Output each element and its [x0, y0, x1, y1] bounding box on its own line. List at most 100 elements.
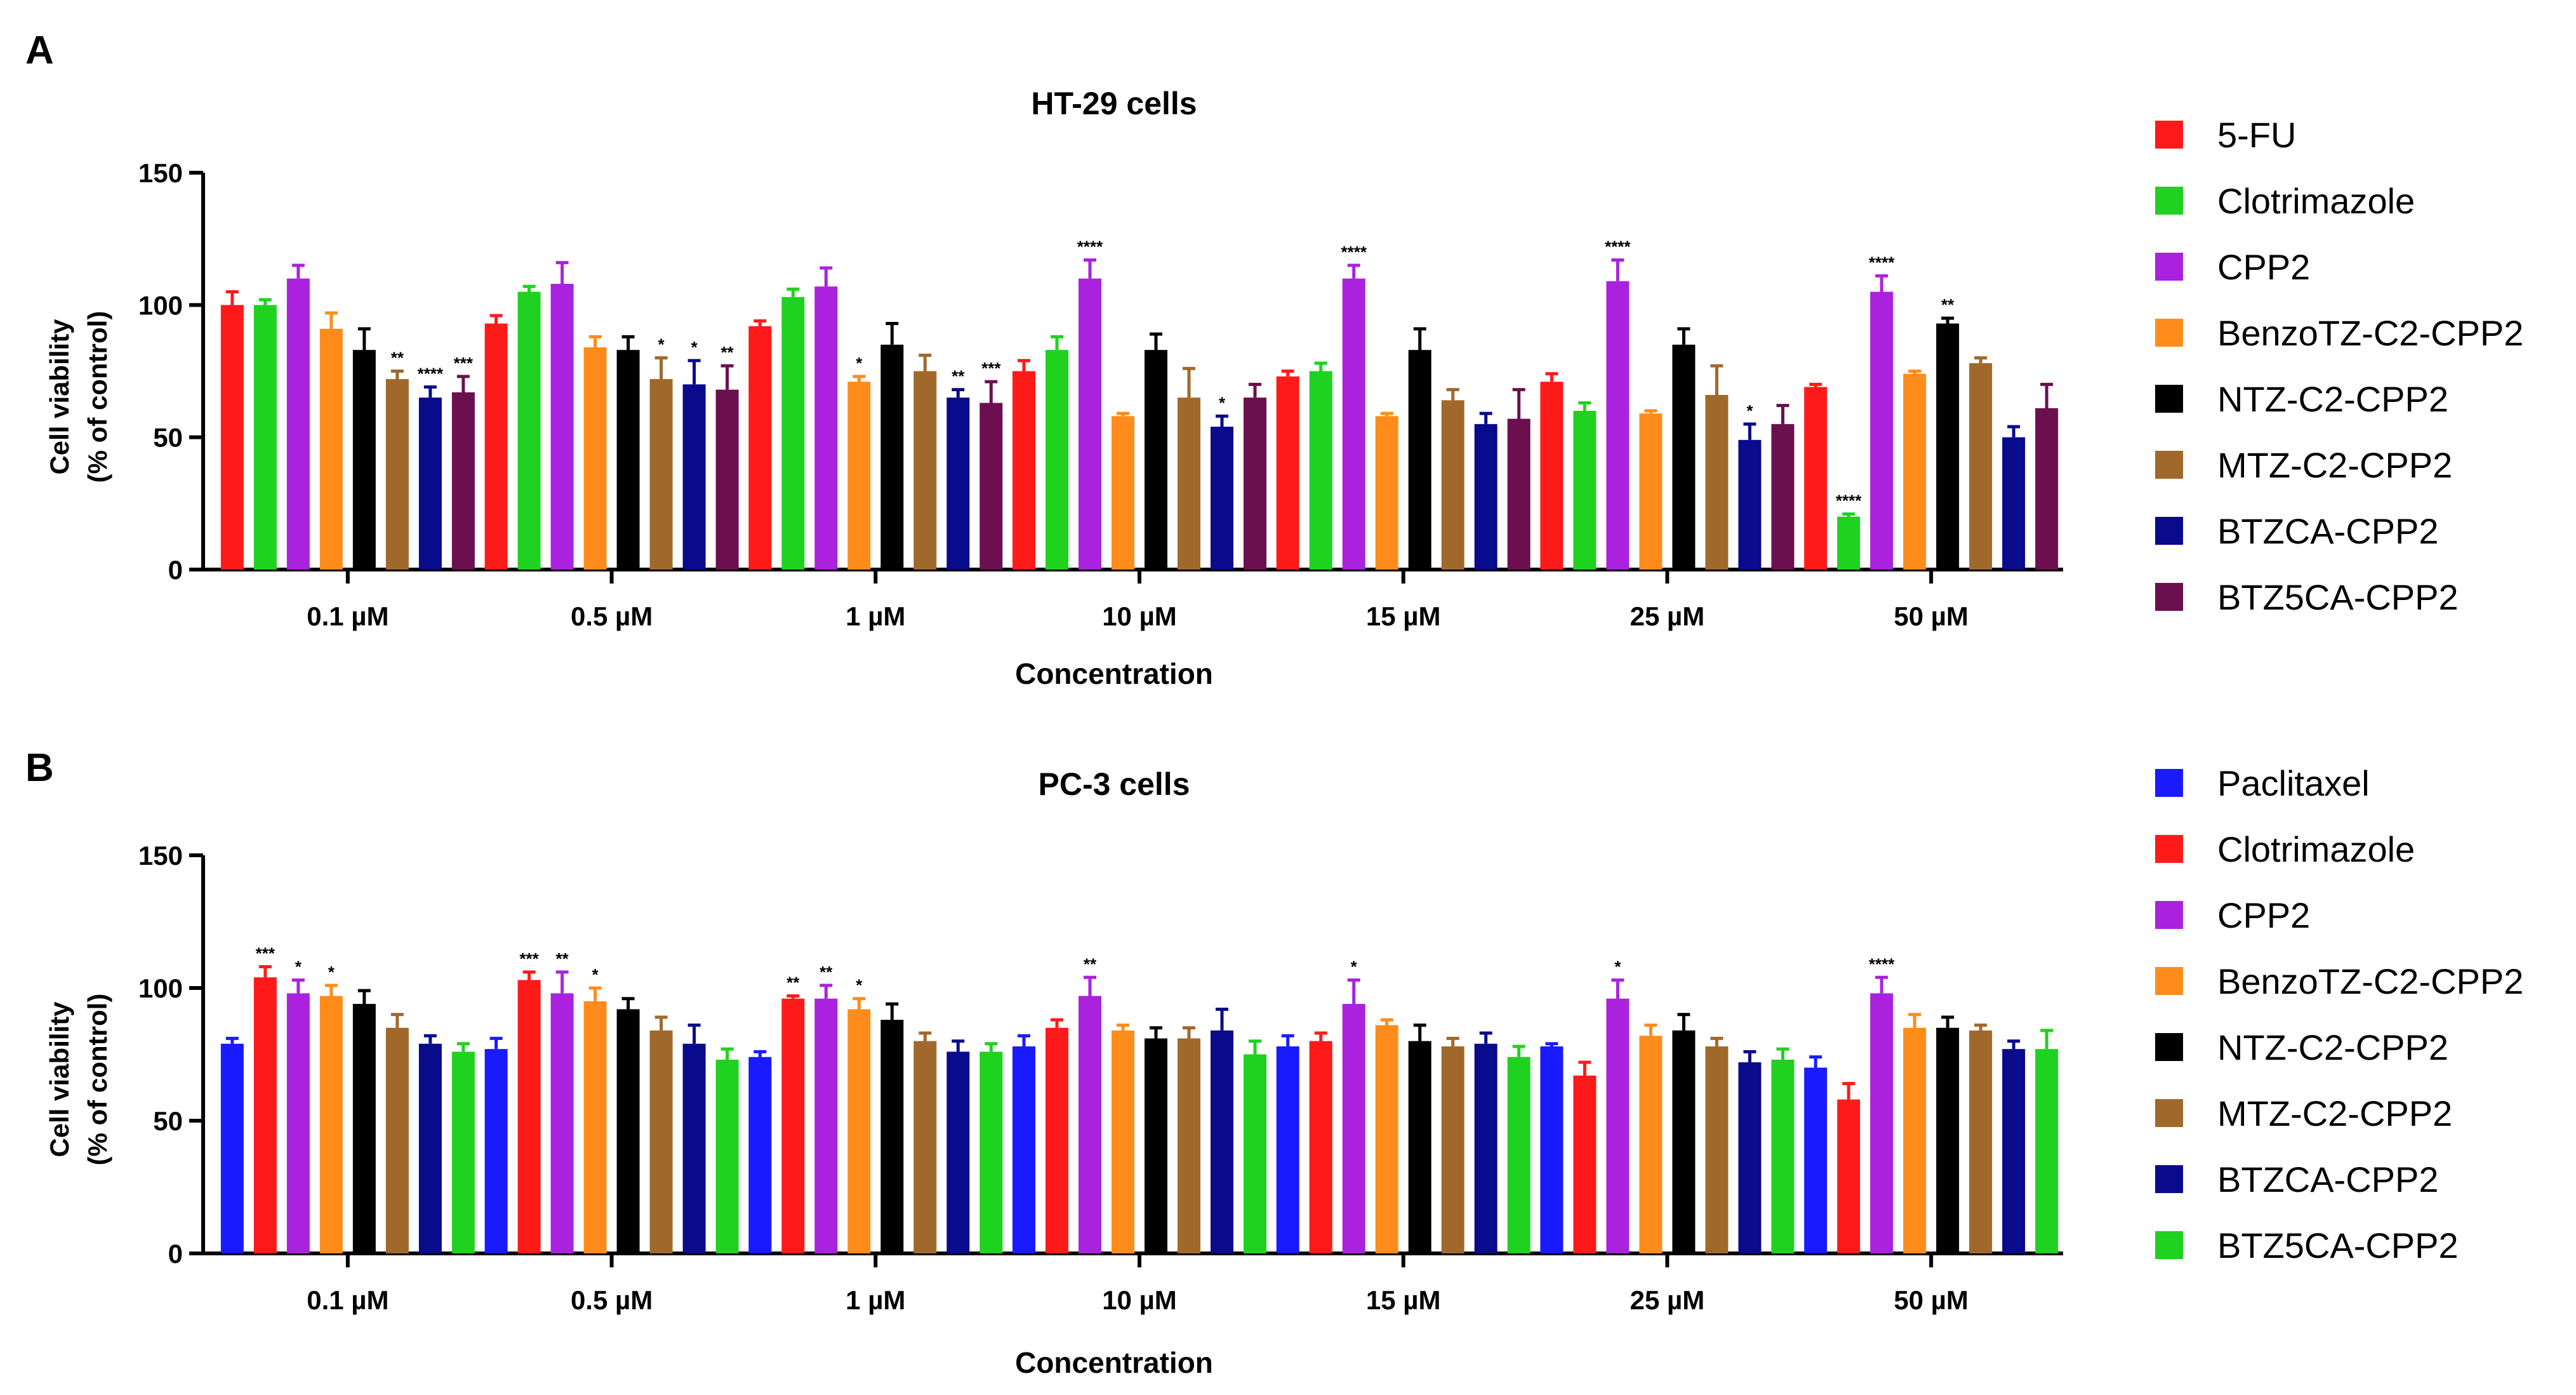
y-axis-label-a-line2: (% of control) — [83, 311, 112, 483]
bar — [847, 1009, 871, 1253]
bar — [1606, 998, 1630, 1253]
y-axis-label-a-line1: Cell viability — [44, 319, 74, 475]
significance-label: *** — [981, 359, 1001, 378]
legend-label: BTZCA-CPP2 — [2217, 511, 2439, 551]
bar — [1408, 350, 1431, 570]
bar — [748, 326, 772, 570]
x-tick-label: 1 µM — [846, 601, 905, 631]
significance-label: **** — [1836, 491, 1862, 511]
bar — [1540, 382, 1564, 570]
significance-label: ** — [952, 367, 965, 386]
significance-label: * — [658, 335, 665, 354]
panel-a: A HT-29 cells Cell viability (% of contr… — [25, 29, 2523, 690]
bar — [352, 350, 376, 570]
bar — [220, 1043, 244, 1253]
legend-swatch — [2155, 121, 2183, 149]
bar — [418, 397, 442, 570]
bar — [1441, 400, 1464, 570]
bar — [1837, 1099, 1861, 1253]
bar — [385, 1027, 409, 1253]
bar — [451, 1051, 475, 1253]
chart-title-a: HT-29 cells — [1031, 86, 1197, 121]
legend-label: BenzoTZ-C2-CPP2 — [2217, 961, 2523, 1001]
x-tick-label: 10 µM — [1102, 601, 1177, 631]
bar — [2002, 1049, 2026, 1253]
bar — [1079, 278, 1101, 570]
bar — [1375, 416, 1398, 570]
panel-b: B PC-3 cells Cell viability (% of contro… — [25, 746, 2523, 1379]
bar — [979, 1051, 1003, 1253]
legend-label: BTZ5CA-CPP2 — [2217, 577, 2459, 617]
bar — [1540, 1046, 1564, 1253]
bar — [1573, 411, 1597, 570]
significance-label: **** — [1077, 237, 1103, 257]
bar — [1408, 1041, 1431, 1253]
bar — [979, 403, 1003, 570]
legend-label: Clotrimazole — [2217, 181, 2415, 221]
legend-label: CPP2 — [2217, 247, 2310, 287]
y-tick-label: 0 — [168, 555, 183, 585]
bar — [1012, 371, 1035, 570]
bar — [2035, 408, 2059, 570]
significance-label: *** — [454, 354, 474, 373]
bar — [1309, 371, 1332, 570]
bar — [781, 998, 805, 1253]
significance-label: ** — [820, 963, 833, 982]
significance-label: **** — [1869, 954, 1895, 973]
legend-swatch — [2155, 187, 2183, 215]
legend-label: MTZ-C2-CPP2 — [2217, 1093, 2452, 1133]
x-tick-label: 10 µM — [1102, 1285, 1177, 1315]
y-tick-label: 0 — [168, 1239, 183, 1269]
significance-label: ** — [1941, 295, 1955, 314]
legend-label: CPP2 — [2217, 895, 2310, 935]
x-tick-label: 15 µM — [1366, 601, 1441, 631]
y-axis-label-b-line2: (% of control) — [83, 994, 112, 1166]
significance-label: * — [592, 965, 599, 984]
bar — [1672, 1030, 1696, 1253]
legend-swatch — [2155, 967, 2183, 995]
bar — [550, 993, 574, 1253]
legend-swatch — [2155, 835, 2183, 863]
bar — [649, 1030, 673, 1253]
bar — [1969, 1030, 1993, 1253]
y-axis-label-b-line1: Cell viability — [44, 1001, 74, 1158]
bar — [1046, 350, 1068, 570]
significance-label: * — [1614, 957, 1621, 976]
significance-label: ** — [720, 343, 734, 362]
bar — [1112, 416, 1134, 570]
bar — [715, 1059, 739, 1253]
significance-label: *** — [256, 944, 276, 963]
y-tick-label: 150 — [138, 841, 183, 871]
bar — [1936, 323, 1960, 570]
bar — [1936, 1027, 1960, 1253]
x-tick-label: 25 µM — [1630, 1285, 1705, 1315]
bar — [1178, 1038, 1200, 1253]
bar — [2002, 437, 2026, 570]
bar — [1639, 1036, 1663, 1253]
bar — [1441, 1046, 1464, 1253]
bar — [1244, 1054, 1266, 1253]
bar — [616, 1009, 640, 1253]
bar — [286, 993, 310, 1253]
bar — [748, 1057, 772, 1253]
significance-label: *** — [519, 949, 539, 968]
bar — [1474, 424, 1497, 570]
bar — [1804, 1067, 1828, 1253]
bar — [1079, 996, 1101, 1253]
bar — [1606, 281, 1630, 570]
x-tick-label: 50 µM — [1894, 601, 1969, 631]
x-tick-label: 0.5 µM — [571, 601, 653, 631]
legend-label: BTZCA-CPP2 — [2217, 1159, 2439, 1199]
significance-label: **** — [418, 364, 444, 384]
bar — [913, 371, 937, 570]
legend-a: 5-FU Clotrimazole CPP2 BenzoTZ-C2-CPP2 NTZ-C… — [2155, 115, 2523, 617]
bar — [484, 323, 508, 570]
bar — [1342, 1004, 1365, 1253]
bar — [319, 328, 343, 570]
bar — [253, 977, 277, 1253]
bar — [1507, 418, 1530, 570]
bar — [1012, 1046, 1035, 1253]
legend-label: MTZ-C2-CPP2 — [2217, 445, 2452, 485]
legend-swatch — [2155, 517, 2183, 545]
